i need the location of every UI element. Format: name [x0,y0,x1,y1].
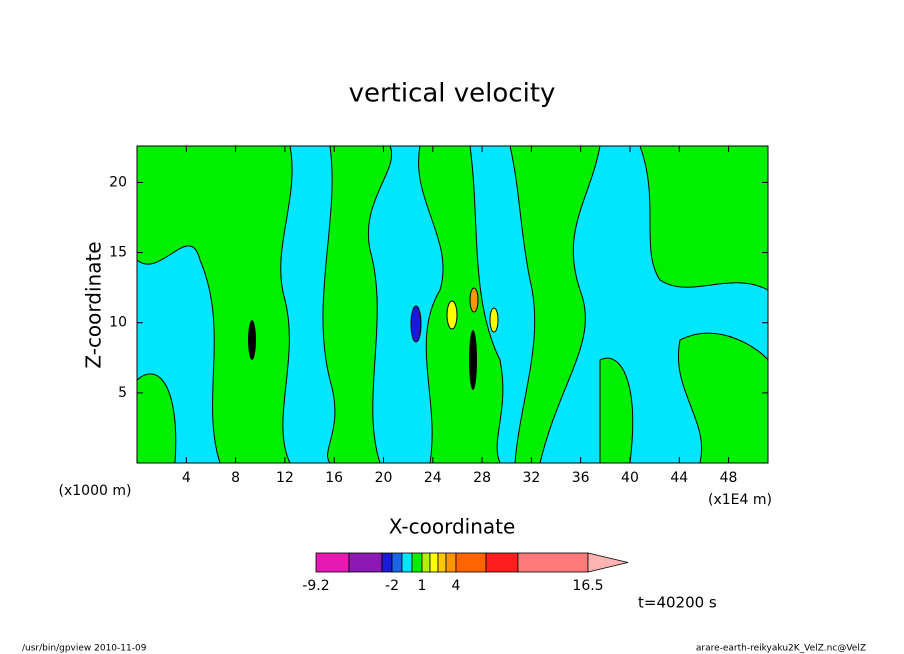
colorbar-segment [391,552,403,573]
x-tick-label: 12 [276,470,294,486]
footer-right: arare-earth-reikyaku2K_VelZ.nc@VelZ [696,644,866,654]
colorbar-segment [485,552,519,573]
x-tick-label: 32 [522,470,540,486]
y-tick-label: 10 [109,315,127,331]
footer-left: /usr/bin/gpview 2010-11-09 [22,644,147,654]
x-unit-left: (x1000 m) [59,483,132,499]
colorbar-tick-label: 16.5 [572,578,603,594]
x-tick-label: 8 [231,470,240,486]
x-unit-right: (x1E4 m) [708,492,772,508]
x-tick-label: 4 [182,470,191,486]
x-tick-label: 20 [375,470,393,486]
x-tick-label: 40 [621,470,639,486]
colorbar-segment [381,552,393,573]
colorbar-extension [587,552,629,573]
x-tick-label: 24 [424,470,442,486]
x-tick-label: 44 [670,470,688,486]
time-annotation: t=40200 s [638,594,717,612]
x-axis-label: X-coordinate [389,515,516,539]
y-tick-label: 5 [118,385,127,401]
colorbar-tick-label: -9.2 [302,578,329,594]
colorbar-tick-label: -2 [385,578,399,594]
colorbar-segment [401,552,413,573]
colorbar-tick-label: 4 [452,578,461,594]
colorbar-segment [445,552,457,573]
y-tick-label: 20 [109,174,127,190]
x-tick-label: 16 [325,470,343,486]
colorbar-segment [315,552,350,573]
colorbar-segment [411,552,423,573]
x-tick-label: 36 [572,470,590,486]
colorbar-segment [421,552,431,573]
y-tick-label: 15 [109,245,127,261]
x-tick-label: 28 [473,470,491,486]
colorbar-segment [455,552,487,573]
colorbar-tick-label: 1 [418,578,427,594]
colorbar-segment [437,552,447,573]
colorbar-segment [429,552,439,573]
chart-title: vertical velocity [349,79,556,109]
x-tick-label: 48 [720,470,738,486]
colorbar-segment [348,552,383,573]
y-axis-label: Z-coordinate [82,241,106,368]
contour-field [136,145,769,464]
colorbar-segment [517,552,589,573]
